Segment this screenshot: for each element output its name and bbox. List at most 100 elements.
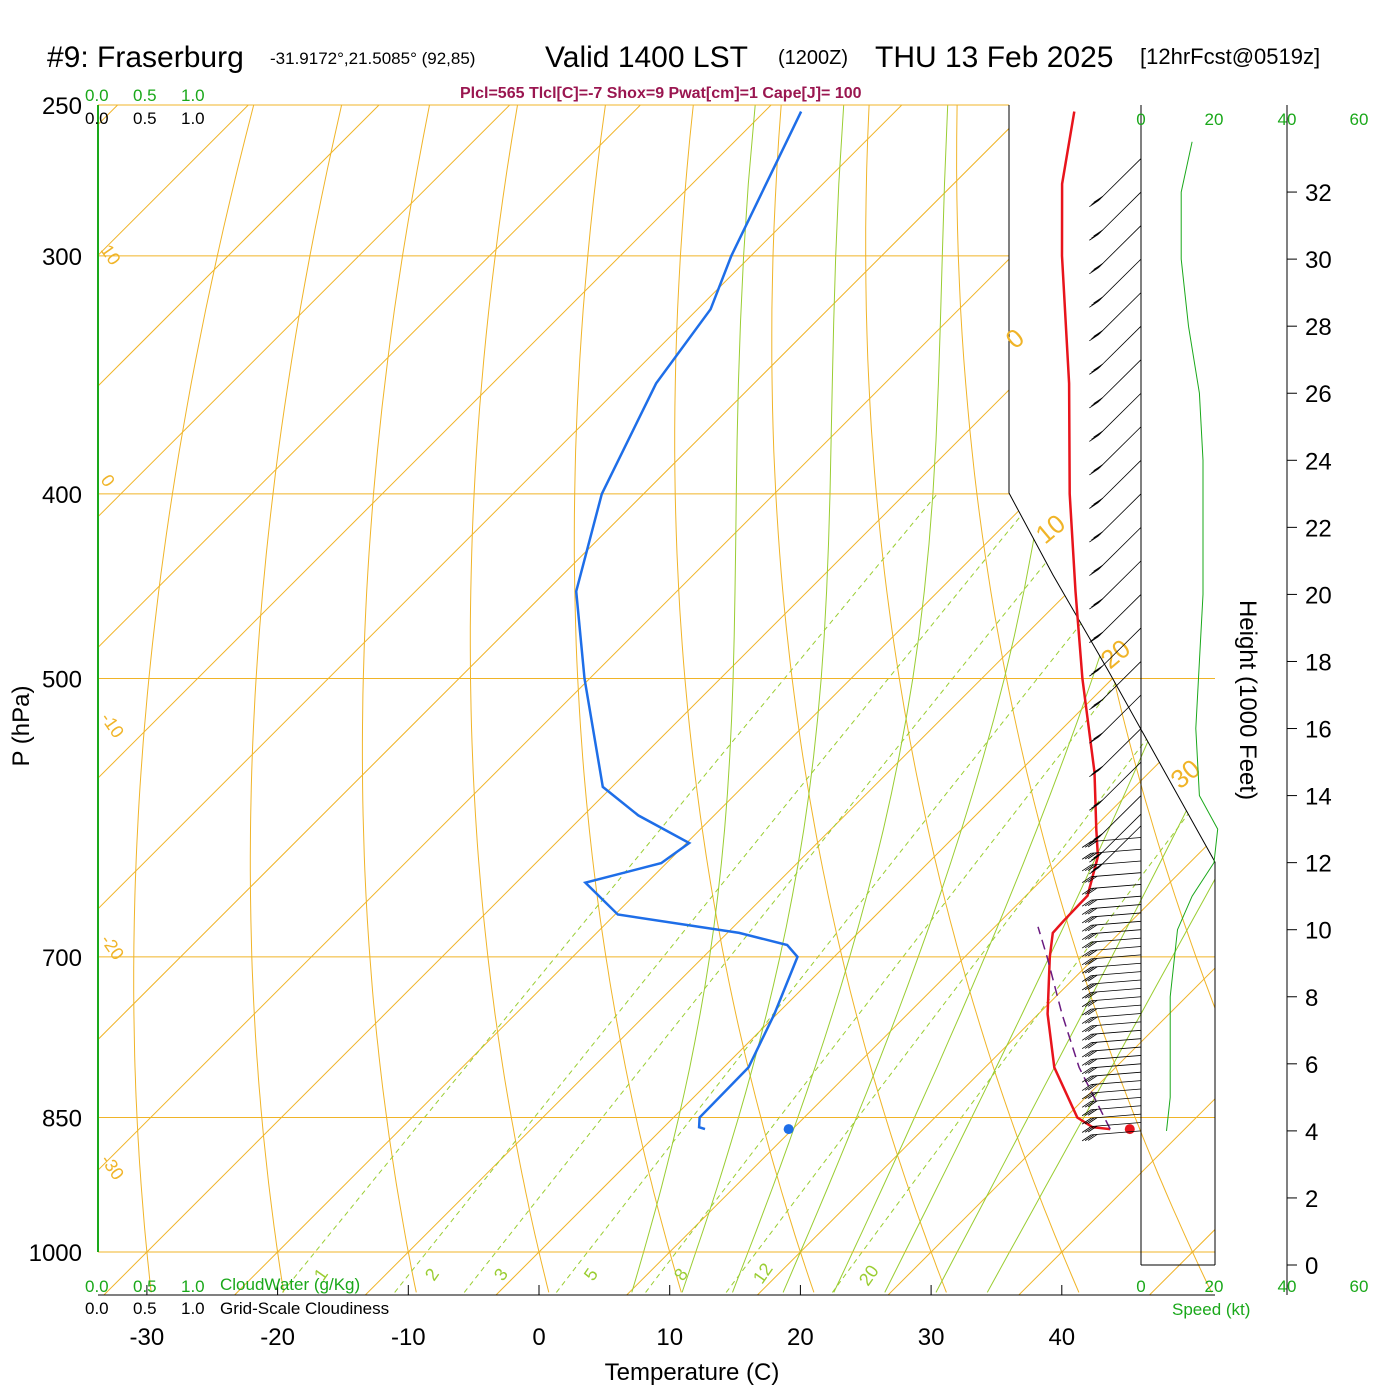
speed-tick-bottom-0: 0 [1136, 1277, 1145, 1296]
moist-adiabat-line [884, 105, 1215, 1293]
wind-barb [1098, 627, 1142, 671]
grid-lines [98, 105, 1215, 1295]
wind-barb-flag [1087, 974, 1098, 982]
wind-barb-flag [1087, 907, 1098, 915]
wind-barb [1098, 460, 1142, 503]
wind-barb [1091, 895, 1142, 901]
wind-barb-flag [1087, 1134, 1098, 1141]
wind-barb-flag [1089, 300, 1099, 308]
height-tick-label: 18 [1305, 649, 1332, 676]
wind-barb-flag [1084, 916, 1095, 924]
wind-barb-flag [1084, 840, 1095, 848]
mixing-ratio-line [645, 493, 1215, 1293]
wind-barb-flag [1087, 1083, 1098, 1091]
wind-barb-flag [1084, 899, 1095, 907]
wind-barb-flag [1081, 1092, 1092, 1100]
height-tick-label: 0 [1305, 1253, 1318, 1280]
wind-barb-flag [1091, 667, 1101, 675]
wind-barb-flag [1089, 736, 1099, 744]
wind-barb-flag [1087, 991, 1098, 999]
wind-barb-flag [1089, 770, 1099, 778]
wind-barb-flag [1081, 975, 1092, 982]
dry-adiabat-line [865, 105, 1080, 1293]
wind-barb-flag [1087, 983, 1098, 990]
wind-barb-flag [1084, 1067, 1095, 1074]
wind-barb [1091, 1113, 1142, 1119]
wind-barb-flag [1081, 876, 1092, 884]
wind-barb [1091, 837, 1142, 842]
height-tick-label: 28 [1305, 314, 1332, 341]
wind-barb-flag [1084, 1125, 1095, 1133]
surface-temperature-dot [1124, 1124, 1135, 1135]
height-tick-label: 6 [1305, 1052, 1318, 1079]
wind-barb-flag [1081, 899, 1092, 907]
wind-barb-flag [1087, 966, 1098, 974]
cloudiness-label: Grid-Scale Cloudiness [220, 1299, 389, 1318]
wind-barb [1098, 694, 1142, 738]
wind-barb-flag [1081, 852, 1092, 860]
wind-barb [1098, 761, 1142, 805]
wind-barb-flag [1081, 1059, 1092, 1066]
temperature-tick-label: 40 [1048, 1324, 1075, 1351]
wind-barb-flag [1089, 401, 1099, 409]
wind-barb-flag [1089, 233, 1099, 241]
height-tick-label: 14 [1305, 784, 1332, 811]
wind-barb-flag [1087, 1016, 1098, 1024]
wind-barb-flag [1084, 949, 1095, 957]
isotherm-line [98, 105, 536, 1295]
background-lines: -30 -20 -10 0 10 20 30 402503004005007008501000… [29, 93, 1216, 1351]
wind-barb-flag [1084, 1025, 1095, 1033]
wind-barb-flag [1093, 263, 1103, 270]
wind-barb-flag [1081, 1109, 1092, 1117]
wind-barb [1098, 527, 1142, 570]
wind-barb [1091, 1021, 1142, 1027]
wind-barb-flag [1084, 1033, 1095, 1041]
wind-barb-flag [1087, 1033, 1098, 1041]
wind-barb [1091, 1096, 1142, 1102]
wind-barb-flag [1093, 799, 1103, 807]
wind-barb-flag [1093, 632, 1103, 639]
pressure-tick-label: 500 [42, 667, 82, 694]
mixing-ratio-label: 20 [855, 1261, 883, 1289]
wind-barb-flag [1093, 464, 1103, 472]
wind-barb-flag [1091, 734, 1101, 742]
mixing-ratio-label: 5 [580, 1265, 602, 1285]
wind-barb-flag [1087, 999, 1098, 1007]
wind-barb [1091, 1105, 1142, 1111]
wind-barb [1098, 493, 1142, 537]
wind-barb-flag [1081, 983, 1092, 991]
wind-barb [1098, 191, 1142, 235]
wind-barb-flag [1093, 397, 1103, 405]
wind-barb-flag [1087, 887, 1098, 895]
dry-adiabat-line [1044, 105, 1215, 1293]
wind-barb-flag [1091, 399, 1101, 407]
wind-barb [1098, 795, 1142, 839]
wind-barb [1098, 258, 1142, 302]
wind-barb-flag [1084, 876, 1095, 883]
isotherm-line [98, 105, 1189, 1295]
speed-tick-bottom-2: 40 [1278, 1277, 1297, 1296]
wind-barb-flag [1084, 907, 1095, 915]
wind-barb-flag [1084, 924, 1095, 932]
wind-barb-flag [1087, 932, 1098, 940]
theta-label: 0 [1000, 322, 1030, 354]
wind-barb [1091, 1013, 1142, 1018]
bottom-black-scale-2: 1.0 [181, 1299, 205, 1318]
wind-barb-flag [1093, 363, 1103, 371]
speed-tick-top-0: 0 [1136, 110, 1145, 129]
wind-barb [1091, 1038, 1142, 1044]
forecast-date: THU 13 Feb 2025 [875, 41, 1113, 74]
wind-barb [1091, 946, 1142, 951]
wind-barb-flag [1084, 1100, 1095, 1108]
wind-barb-flag [1091, 533, 1101, 541]
wind-barb [1098, 392, 1142, 436]
wind-barb-flag [1084, 975, 1095, 982]
wind-barb-flag [1087, 1075, 1098, 1083]
wind-barb [1091, 1088, 1142, 1094]
wind-barb-flag [1081, 1134, 1092, 1142]
height-tick-label: 26 [1305, 381, 1332, 408]
wind-barb-flag [1087, 1058, 1098, 1066]
wind-barb [1091, 920, 1142, 926]
height-tick-label: 4 [1305, 1119, 1318, 1146]
